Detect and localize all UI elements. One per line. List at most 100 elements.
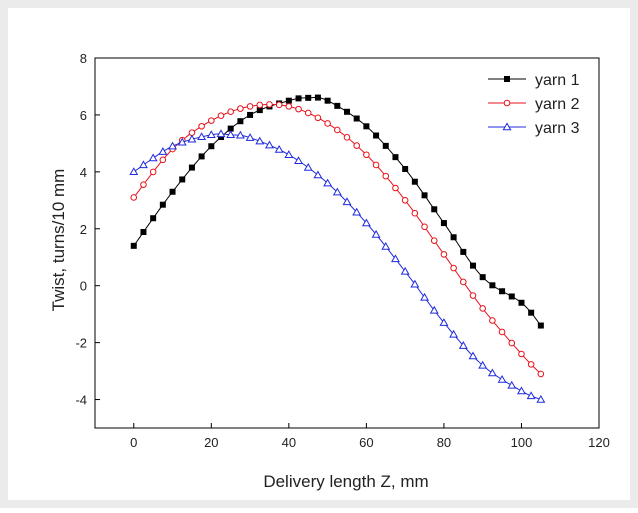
plot-area-border: [94, 57, 600, 429]
data-point: [421, 192, 428, 199]
legend-swatch-marker: [503, 99, 511, 107]
data-point: [130, 242, 137, 249]
y-tick-label: -2: [75, 336, 87, 351]
data-point: [518, 350, 525, 358]
y-tick-label: 0: [80, 279, 87, 294]
data-point: [440, 251, 448, 258]
data-point: [227, 125, 234, 132]
data-point: [216, 129, 226, 138]
data-point: [266, 101, 273, 108]
legend-swatch-marker: [502, 122, 512, 131]
data-point: [305, 94, 312, 101]
data-point: [390, 254, 400, 263]
data-point: [255, 136, 265, 145]
plot-axes: 0 20 40 60 80 100 120 -4 -2 0 2 4 6 8: [75, 51, 609, 450]
data-point: [130, 194, 138, 201]
data-point: [439, 318, 449, 326]
data-point: [468, 351, 478, 360]
data-point: [498, 328, 506, 336]
data-point: [450, 264, 457, 272]
data-point: [158, 147, 168, 155]
data-point: [285, 97, 292, 104]
data-point: [373, 132, 380, 139]
data-point: [198, 122, 205, 130]
legend-label: yarn 1: [535, 72, 580, 89]
data-point: [458, 341, 468, 349]
data-point: [256, 101, 264, 109]
data-point: [499, 288, 506, 295]
data-point: [227, 108, 234, 116]
x-tick-label: 80: [437, 435, 451, 450]
y-tick-label: -4: [75, 393, 87, 408]
x-tick-label: 20: [204, 435, 218, 450]
data-point: [402, 166, 409, 172]
data-point: [410, 279, 420, 288]
series-1: [130, 94, 544, 329]
data-point: [421, 223, 428, 231]
data-point: [197, 132, 207, 141]
data-point: [264, 140, 274, 149]
data-point: [150, 215, 157, 222]
data-point: [518, 299, 525, 306]
data-point: [536, 394, 546, 403]
data-point: [168, 141, 178, 150]
data-point: [159, 156, 167, 164]
legend: yarn 1 yarn 2 yarn 3: [488, 72, 580, 137]
data-point: [460, 248, 467, 255]
legend-item: yarn 3: [488, 120, 580, 137]
data-point: [392, 184, 399, 192]
data-point: [537, 370, 545, 378]
data-point: [188, 164, 195, 171]
y-axis-label: Twist, turns/10 mm: [49, 169, 68, 312]
data-point: [479, 274, 486, 281]
data-point: [478, 360, 488, 369]
data-point: [392, 154, 399, 161]
data-point: [460, 278, 467, 286]
data-point: [237, 105, 244, 112]
data-point: [526, 391, 536, 400]
data-point: [353, 115, 360, 122]
data-point: [285, 103, 293, 110]
data-point: [363, 123, 370, 130]
data-point: [334, 126, 341, 134]
data-point: [353, 142, 360, 149]
x-tick-label: 120: [588, 435, 610, 450]
data-point: [527, 361, 535, 368]
x-tick-label: 0: [130, 435, 137, 450]
data-point: [344, 108, 350, 115]
data-point: [247, 111, 254, 118]
data-point: [140, 229, 147, 236]
data-point: [508, 293, 515, 300]
data-point: [334, 102, 341, 109]
y-tick-label: 4: [80, 165, 87, 180]
data-point: [401, 197, 409, 204]
data-point: [508, 339, 516, 347]
data-point: [450, 234, 457, 241]
data-point: [303, 162, 313, 171]
data-point: [304, 109, 312, 117]
series-3: [129, 129, 546, 403]
legend-item: yarn 2: [488, 96, 580, 113]
data-point: [129, 167, 139, 176]
data-point: [489, 282, 496, 289]
data-point: [431, 206, 438, 213]
data-point: [449, 329, 459, 338]
data-point: [516, 386, 526, 395]
data-point: [411, 178, 418, 185]
legend-swatch-marker: [504, 76, 510, 82]
data-point: [420, 292, 430, 301]
data-point: [497, 374, 507, 383]
data-point: [361, 218, 371, 227]
data-point: [169, 188, 176, 195]
data-point: [179, 176, 186, 183]
data-point: [429, 305, 439, 314]
data-point: [323, 178, 333, 187]
data-point: [140, 181, 147, 188]
x-tick-label: 40: [282, 435, 296, 450]
data-point: [274, 144, 284, 153]
y-tick-label: 6: [80, 108, 87, 123]
data-point: [138, 160, 148, 169]
